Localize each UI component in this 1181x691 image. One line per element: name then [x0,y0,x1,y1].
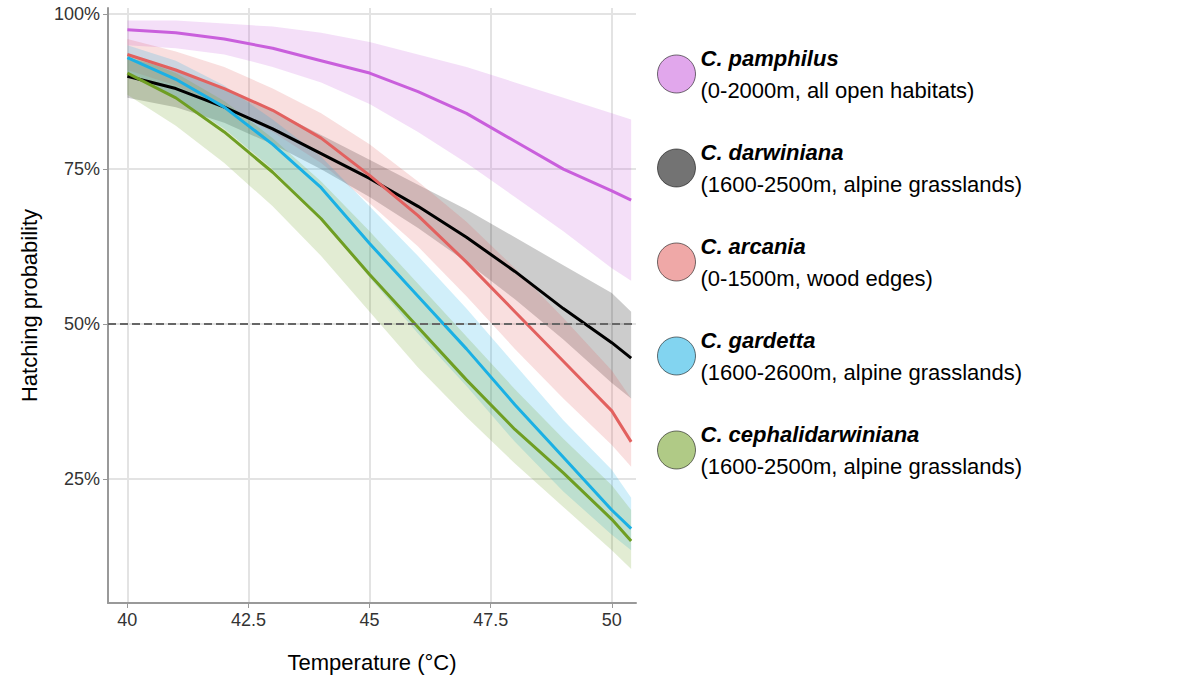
svg-text:Hatching probability: Hatching probability [17,209,42,402]
svg-text:Temperature (°C): Temperature (°C) [288,650,457,675]
svg-text:40: 40 [117,610,137,630]
svg-text:C. arcania: C. arcania [701,234,806,259]
svg-text:C. gardetta: C. gardetta [701,328,816,353]
svg-text:C. pamphilus: C. pamphilus [701,46,839,71]
svg-text:42.5: 42.5 [231,610,266,630]
svg-text:C. cephalidarwiniana: C. cephalidarwiniana [701,422,920,447]
svg-text:50%: 50% [64,314,100,334]
svg-text:47.5: 47.5 [473,610,508,630]
svg-text:(1600-2600m, alpine grasslands: (1600-2600m, alpine grasslands) [701,360,1023,385]
svg-text:100%: 100% [54,4,100,24]
svg-text:50: 50 [602,610,622,630]
svg-text:C. darwiniana: C. darwiniana [701,140,844,165]
svg-text:(1600-2500m, alpine grasslands: (1600-2500m, alpine grasslands) [701,172,1023,197]
svg-text:75%: 75% [64,159,100,179]
svg-text:25%: 25% [64,469,100,489]
svg-text:45: 45 [360,610,380,630]
svg-text:(0-1500m, wood edges): (0-1500m, wood edges) [701,266,933,291]
svg-text:(0-2000m, all open habitats): (0-2000m, all open habitats) [701,78,975,103]
svg-text:(1600-2500m, alpine grasslands: (1600-2500m, alpine grasslands) [701,454,1023,479]
